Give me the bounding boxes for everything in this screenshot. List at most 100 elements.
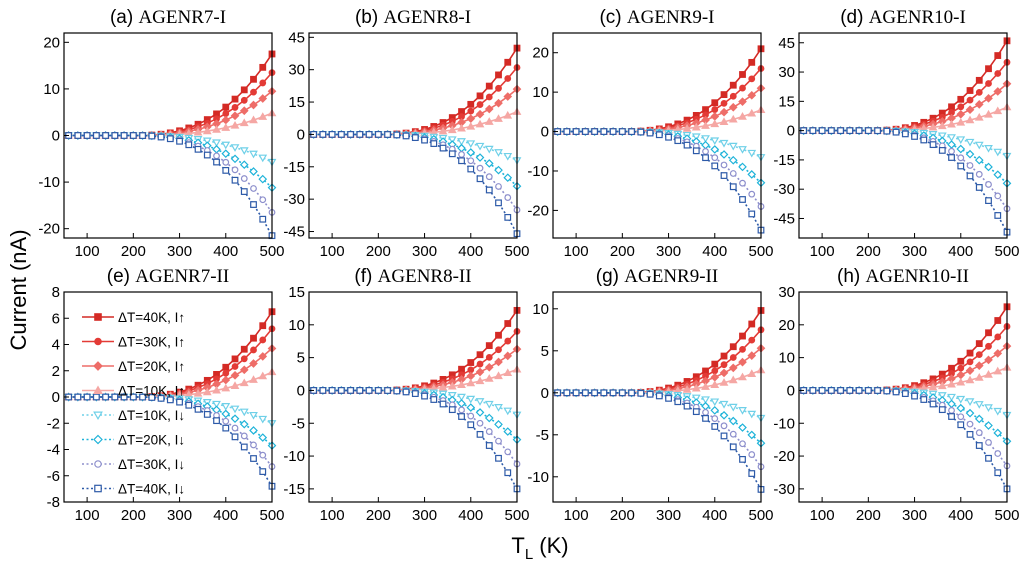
y-tick-label: -10 [527, 469, 549, 486]
x-tick-label: 300 [656, 243, 681, 260]
data-point [239, 408, 249, 417]
data-point [250, 88, 257, 96]
data-point [495, 454, 502, 462]
data-point [239, 147, 249, 155]
data-point [439, 144, 447, 152]
x-tick-label: 500 [259, 243, 284, 260]
data-point [503, 427, 513, 436]
data-point [250, 346, 257, 354]
x-tick-label: 500 [994, 507, 1019, 524]
data-point [864, 387, 872, 394]
data-point [466, 148, 476, 157]
legend-entry-3: ΔT=20K, I↑ [82, 359, 185, 374]
data-point [711, 423, 719, 430]
data-point [729, 92, 737, 100]
data-point [711, 367, 719, 375]
data-point [701, 382, 710, 390]
legend-marker [94, 484, 102, 493]
data-point [495, 331, 502, 339]
data-point [222, 103, 230, 111]
data-point [738, 357, 747, 367]
panel-title: (c) AGENR9-I [599, 7, 714, 28]
panel-a: (a) AGENR7-I 100 200 300 400 500 -20 -10 0 10 20 [38, 7, 284, 260]
data-point [691, 383, 701, 392]
data-point [249, 359, 258, 368]
data-point [738, 407, 747, 415]
data-point [239, 419, 249, 429]
data-point [402, 388, 410, 396]
data-point [213, 417, 220, 425]
data-point [249, 411, 258, 420]
data-point [485, 93, 493, 101]
data-point [485, 428, 493, 435]
data-point [74, 393, 82, 401]
panel-f: (f) AGENR8-II 100 200 300 400 500 -15 -10 -5 0 5 10… [283, 266, 529, 524]
data-point [975, 340, 983, 347]
data-point [683, 141, 691, 149]
data-point [837, 387, 844, 394]
data-point [430, 140, 438, 147]
data-point [484, 362, 494, 372]
data-point [222, 424, 230, 432]
data-point [458, 406, 465, 414]
data-point [458, 151, 465, 158]
data-point [83, 393, 91, 401]
data-point [194, 405, 202, 413]
data-point [993, 148, 1003, 157]
data-point [457, 123, 466, 132]
series-7 [310, 387, 521, 468]
data-point [476, 430, 484, 438]
data-point [748, 190, 756, 198]
data-point [993, 349, 1003, 358]
x-tick-label: 500 [259, 507, 284, 524]
data-point [129, 132, 137, 139]
data-point [984, 421, 993, 430]
legend-entry-7: ΔT=30K, I↓ [82, 457, 185, 472]
data-point [384, 131, 391, 138]
legend-label: ΔT=20K, I↓ [118, 433, 185, 448]
data-point [148, 132, 156, 140]
series-8 [310, 131, 521, 238]
data-point [221, 375, 231, 385]
data-point [956, 403, 966, 413]
data-point [475, 398, 485, 406]
y-tick-label: -4 [47, 442, 60, 459]
series-2 [554, 65, 765, 135]
panel-d: (d) AGENR10-I 100 200 300 400 500 -45 -30 -15 0 15… [773, 7, 1019, 260]
data-point [476, 175, 484, 183]
data-point [259, 336, 267, 344]
series-7 [800, 127, 1011, 213]
data-point [494, 404, 503, 412]
legend-marker [93, 361, 103, 371]
data-point [476, 419, 484, 427]
data-point [892, 128, 900, 136]
data-point [984, 162, 993, 172]
data-point [728, 142, 738, 151]
plot-frame [552, 32, 762, 239]
legend-entry-2: ΔT=30K, I↑ [82, 335, 185, 350]
data-point [430, 396, 438, 403]
data-point [974, 155, 984, 165]
data-point [102, 132, 110, 139]
legend-label: ΔT=30K, I↓ [118, 457, 185, 472]
data-point [719, 150, 729, 159]
data-point [485, 82, 493, 90]
data-point [974, 373, 984, 381]
data-point [221, 403, 231, 411]
panel-title-tag: (d) [840, 7, 869, 28]
data-point [966, 162, 974, 169]
data-point [710, 137, 720, 146]
y-tick-label: 10 [532, 301, 549, 318]
data-point [892, 388, 900, 396]
legend-marker [94, 313, 102, 321]
y-tick-label: 20 [43, 34, 60, 51]
data-point [600, 389, 608, 397]
legend-marker [93, 385, 103, 394]
data-point [729, 81, 737, 89]
data-point [855, 387, 863, 394]
data-point [985, 181, 992, 188]
series-line [557, 130, 762, 231]
legend-label: ΔT=10K, I↓ [118, 408, 185, 423]
data-point [494, 420, 503, 429]
data-point [484, 400, 494, 409]
